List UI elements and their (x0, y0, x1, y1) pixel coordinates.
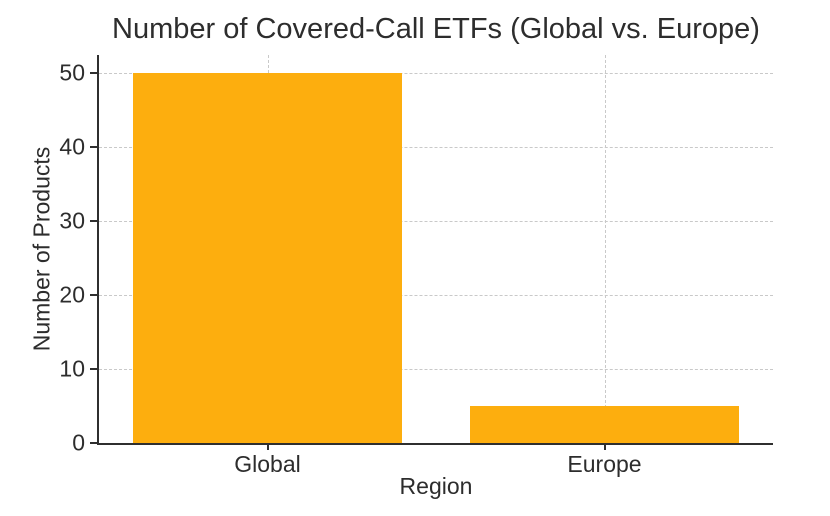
horizontal-gridline (99, 147, 773, 149)
y-tick-mark (90, 442, 99, 444)
y-axis-label: Number of Products (28, 146, 55, 352)
x-tick-label: Europe (567, 451, 642, 477)
horizontal-gridline (99, 295, 773, 297)
y-tick-label: 10 (59, 355, 85, 382)
y-tick-label: 40 (59, 133, 85, 160)
y-tick-label: 20 (59, 281, 85, 308)
x-tick-label: Global (234, 451, 301, 477)
vertical-gridline (604, 55, 606, 443)
chart-title: Number of Covered-Call ETFs (Global vs. … (112, 13, 760, 45)
horizontal-gridline (99, 369, 773, 371)
y-tick-label: 0 (72, 429, 85, 456)
x-axis-label: Region (399, 473, 473, 499)
bar-europe (469, 406, 740, 443)
y-axis-spine (97, 55, 99, 445)
y-tick-mark (90, 220, 99, 223)
y-tick-mark (90, 294, 99, 297)
bar-global (132, 73, 403, 443)
x-tick-mark (603, 443, 606, 450)
y-tick-mark (90, 146, 99, 149)
y-tick-mark (90, 368, 99, 371)
horizontal-gridline (99, 221, 773, 223)
y-tick-mark (90, 72, 99, 75)
x-tick-mark (266, 443, 269, 450)
horizontal-gridline (99, 73, 773, 75)
plot-area: 0 10 20 30 40 50 Global Europe (59, 55, 773, 477)
y-tick-label: 50 (59, 59, 85, 86)
x-axis-spine (97, 443, 773, 445)
y-tick-label: 30 (59, 207, 85, 234)
